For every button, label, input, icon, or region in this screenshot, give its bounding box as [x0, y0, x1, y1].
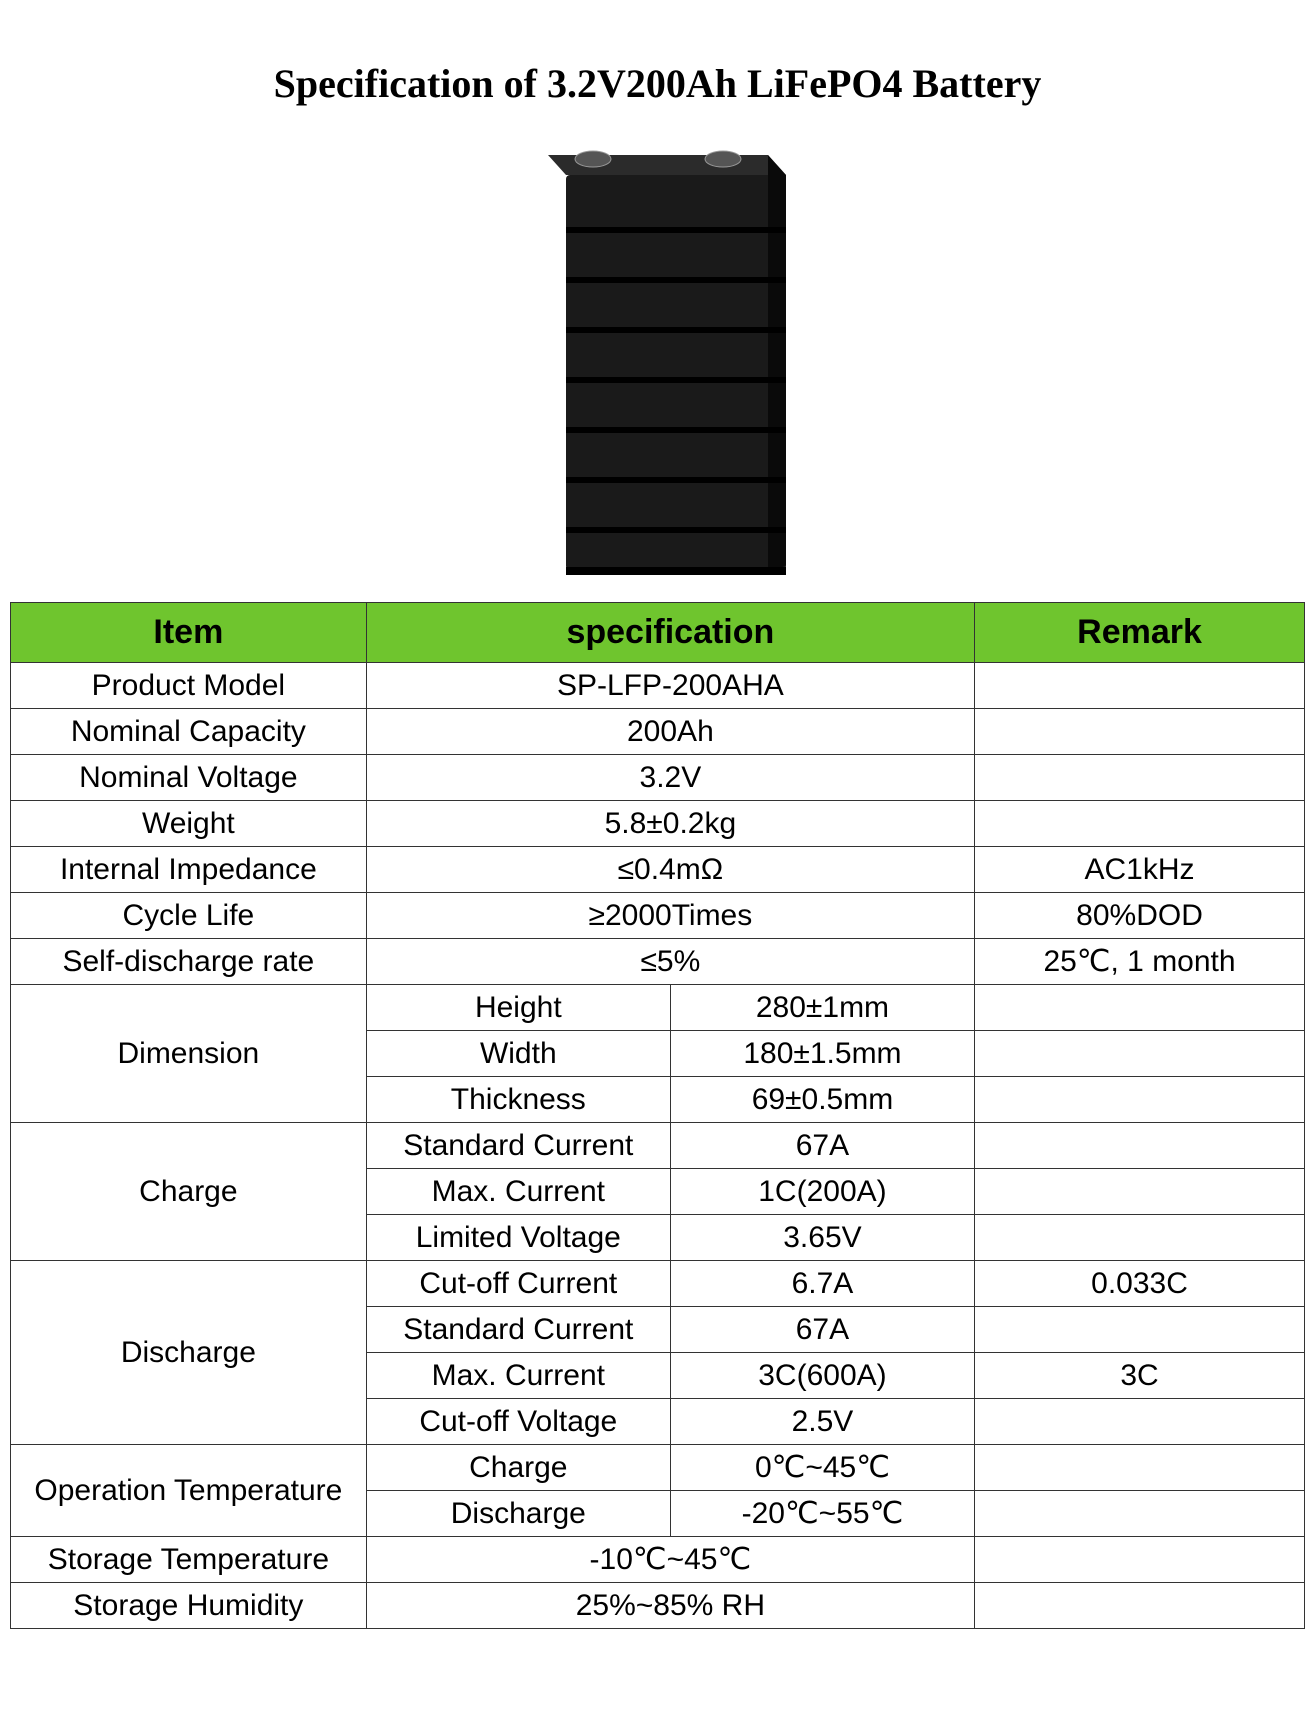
spec-table: Item specification Remark Product Model … — [10, 602, 1305, 1629]
table-row: Discharge Cut-off Current 6.7A 0.033C — [11, 1261, 1305, 1307]
sub-cell: Discharge — [366, 1491, 670, 1537]
item-cell: Product Model — [11, 663, 367, 709]
table-row: Nominal Capacity 200Ah — [11, 709, 1305, 755]
item-cell: Operation Temperature — [11, 1445, 367, 1537]
remark-cell — [975, 1537, 1305, 1583]
remark-cell — [975, 1399, 1305, 1445]
value-cell: 1C(200A) — [670, 1169, 974, 1215]
table-row: Internal Impedance ≤0.4mΩ AC1kHz — [11, 847, 1305, 893]
item-cell: Nominal Voltage — [11, 755, 367, 801]
item-cell: Weight — [11, 801, 367, 847]
item-cell: Charge — [11, 1123, 367, 1261]
remark-cell — [975, 755, 1305, 801]
table-row: Operation Temperature Charge 0℃~45℃ — [11, 1445, 1305, 1491]
item-cell: Storage Humidity — [11, 1583, 367, 1629]
item-cell: Storage Temperature — [11, 1537, 367, 1583]
table-row: Storage Temperature -10℃~45℃ — [11, 1537, 1305, 1583]
value-cell: 67A — [670, 1123, 974, 1169]
item-cell: Dimension — [11, 985, 367, 1123]
spec-cell: SP-LFP-200AHA — [366, 663, 974, 709]
remark-cell — [975, 1077, 1305, 1123]
remark-cell — [975, 985, 1305, 1031]
value-cell: -20℃~55℃ — [670, 1491, 974, 1537]
product-image — [498, 127, 818, 582]
sub-cell: Width — [366, 1031, 670, 1077]
remark-cell — [975, 1031, 1305, 1077]
sub-cell: Limited Voltage — [366, 1215, 670, 1261]
sub-cell: Height — [366, 985, 670, 1031]
sub-cell: Cut-off Current — [366, 1261, 670, 1307]
remark-cell: 25℃, 1 month — [975, 939, 1305, 985]
remark-cell: 0.033C — [975, 1261, 1305, 1307]
remark-cell — [975, 1583, 1305, 1629]
table-row: Storage Humidity 25%~85% RH — [11, 1583, 1305, 1629]
value-cell: 67A — [670, 1307, 974, 1353]
table-row: Dimension Height 280±1mm — [11, 985, 1305, 1031]
spec-cell: ≥2000Times — [366, 893, 974, 939]
remark-cell — [975, 1215, 1305, 1261]
sub-cell: Max. Current — [366, 1353, 670, 1399]
remark-cell — [975, 801, 1305, 847]
value-cell: 3C(600A) — [670, 1353, 974, 1399]
table-row: Self-discharge rate ≤5% 25℃, 1 month — [11, 939, 1305, 985]
remark-cell — [975, 1169, 1305, 1215]
table-row: Nominal Voltage 3.2V — [11, 755, 1305, 801]
sub-cell: Thickness — [366, 1077, 670, 1123]
item-cell: Discharge — [11, 1261, 367, 1445]
value-cell: 280±1mm — [670, 985, 974, 1031]
document: Specification of 3.2V200Ah LiFePO4 Batte… — [0, 0, 1315, 1639]
spec-cell: -10℃~45℃ — [366, 1537, 974, 1583]
remark-cell — [975, 663, 1305, 709]
value-cell: 2.5V — [670, 1399, 974, 1445]
spec-cell: 3.2V — [366, 755, 974, 801]
table-row: Charge Standard Current 67A — [11, 1123, 1305, 1169]
table-row: Product Model SP-LFP-200AHA — [11, 663, 1305, 709]
spec-cell: ≤0.4mΩ — [366, 847, 974, 893]
sub-cell: Charge — [366, 1445, 670, 1491]
remark-cell — [975, 1445, 1305, 1491]
sub-cell: Standard Current — [366, 1123, 670, 1169]
spec-cell: 25%~85% RH — [366, 1583, 974, 1629]
item-cell: Self-discharge rate — [11, 939, 367, 985]
remark-cell — [975, 1307, 1305, 1353]
page-title: Specification of 3.2V200Ah LiFePO4 Batte… — [10, 60, 1305, 107]
remark-cell — [975, 709, 1305, 755]
remark-cell: 3C — [975, 1353, 1305, 1399]
remark-cell: 80%DOD — [975, 893, 1305, 939]
value-cell: 6.7A — [670, 1261, 974, 1307]
table-row: Weight 5.8±0.2kg — [11, 801, 1305, 847]
value-cell: 69±0.5mm — [670, 1077, 974, 1123]
spec-cell: 5.8±0.2kg — [366, 801, 974, 847]
spec-cell: 200Ah — [366, 709, 974, 755]
item-cell: Nominal Capacity — [11, 709, 367, 755]
col-item: Item — [11, 603, 367, 663]
sub-cell: Max. Current — [366, 1169, 670, 1215]
table-row: Cycle Life ≥2000Times 80%DOD — [11, 893, 1305, 939]
value-cell: 180±1.5mm — [670, 1031, 974, 1077]
remark-cell: AC1kHz — [975, 847, 1305, 893]
value-cell: 0℃~45℃ — [670, 1445, 974, 1491]
value-cell: 3.65V — [670, 1215, 974, 1261]
col-remark: Remark — [975, 603, 1305, 663]
item-cell: Internal Impedance — [11, 847, 367, 893]
remark-cell — [975, 1491, 1305, 1537]
sub-cell: Standard Current — [366, 1307, 670, 1353]
spec-cell: ≤5% — [366, 939, 974, 985]
remark-cell — [975, 1123, 1305, 1169]
item-cell: Cycle Life — [11, 893, 367, 939]
col-spec: specification — [366, 603, 974, 663]
table-header-row: Item specification Remark — [11, 603, 1305, 663]
sub-cell: Cut-off Voltage — [366, 1399, 670, 1445]
